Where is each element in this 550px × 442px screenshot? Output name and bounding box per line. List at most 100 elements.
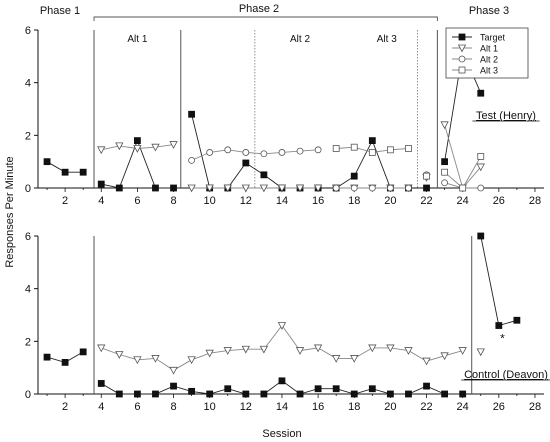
point-target <box>79 348 87 356</box>
point-target <box>314 385 322 393</box>
point-alt-1 <box>440 352 449 361</box>
point-target <box>115 184 123 192</box>
x-tick-label: 4 <box>98 401 104 413</box>
point-alt-1 <box>313 344 323 353</box>
series-line-alt-3 <box>444 156 482 189</box>
point-target <box>61 358 69 366</box>
x-tick-label: 2 <box>62 401 68 413</box>
point-alt-1 <box>223 184 232 193</box>
point-target <box>423 382 430 390</box>
point-target <box>296 390 304 398</box>
x-tick-label: 2 <box>62 195 68 207</box>
point-target <box>350 172 358 180</box>
x-tick-label: 26 <box>493 401 505 413</box>
y-tick-label: 4 <box>25 284 31 296</box>
x-tick-label: 12 <box>240 195 252 207</box>
point-alt-2 <box>405 184 412 192</box>
legend-label: Alt 2 <box>480 55 498 65</box>
x-tick-label: 28 <box>529 401 541 413</box>
condition-label: Alt 3 <box>377 34 397 45</box>
y-tick-label: 6 <box>25 231 31 243</box>
point-alt-1 <box>241 345 250 354</box>
point-target <box>513 316 521 324</box>
point-alt-1 <box>205 349 214 358</box>
point-alt-1 <box>223 347 232 355</box>
point-target <box>459 390 467 398</box>
point-alt-1 <box>332 355 341 363</box>
point-alt-2 <box>332 184 340 192</box>
point-alt-3 <box>477 152 485 160</box>
point-alt-3 <box>386 146 394 154</box>
point-target <box>242 159 250 167</box>
point-alt-2 <box>441 179 449 187</box>
legend-label: Alt 1 <box>480 44 498 54</box>
point-alt-1 <box>259 345 269 354</box>
point-target <box>133 137 141 145</box>
point-target <box>43 158 51 166</box>
series-line-target <box>480 235 518 327</box>
condition-label: Alt 2 <box>290 34 310 45</box>
x-tick-label: 6 <box>134 401 140 413</box>
point-alt-3 <box>441 168 449 176</box>
x-tick-label: 8 <box>170 401 176 413</box>
point-target <box>405 390 412 398</box>
point-alt-2 <box>350 184 358 192</box>
point-target <box>115 390 123 398</box>
x-tick-label: 10 <box>204 195 216 207</box>
point-target <box>332 385 340 393</box>
point-target <box>188 110 196 118</box>
point-alt-1 <box>295 347 305 355</box>
x-tick-label: 22 <box>420 195 432 207</box>
point-target <box>224 385 232 393</box>
point-alt-3 <box>332 145 340 152</box>
point-alt-1 <box>440 121 449 130</box>
point-alt-1 <box>187 184 196 193</box>
point-target <box>79 168 87 176</box>
point-target <box>133 390 141 398</box>
point-target <box>97 180 105 188</box>
x-tick-label: 22 <box>420 401 432 413</box>
point-alt-2 <box>477 184 485 192</box>
point-alt-3 <box>459 184 467 192</box>
x-tick-label: 16 <box>312 195 324 207</box>
point-target <box>260 390 268 398</box>
point-alt-1 <box>422 357 431 366</box>
point-alt-2 <box>386 184 394 192</box>
point-alt-3 <box>350 143 358 151</box>
point-alt-1 <box>386 344 395 353</box>
y-axis-label: Responses Per Minute <box>4 156 16 267</box>
x-tick-label: 20 <box>384 195 396 207</box>
phase-2-bracket <box>93 16 438 21</box>
point-alt-1 <box>151 355 160 363</box>
point-alt-1 <box>295 184 305 193</box>
x-tick-label: 14 <box>276 195 288 207</box>
point-alt-1 <box>259 184 269 193</box>
point-alt-1 <box>169 366 178 375</box>
point-alt-1 <box>277 184 287 193</box>
point-alt-2 <box>206 149 214 156</box>
point-target <box>170 382 177 390</box>
point-target <box>495 322 503 329</box>
point-target <box>97 380 105 387</box>
point-target <box>206 390 214 398</box>
x-tick-label: 20 <box>384 401 396 413</box>
x-tick-label: 14 <box>276 401 288 413</box>
point-alt-1 <box>115 142 124 151</box>
x-tick-label: 4 <box>98 195 104 207</box>
x-tick-label: 8 <box>170 195 176 207</box>
point-target <box>350 390 358 398</box>
point-alt-1 <box>313 184 323 193</box>
y-tick-label: 6 <box>25 25 31 37</box>
point-target <box>278 377 286 385</box>
point-target <box>43 353 51 361</box>
panel-label: Test (Henry) <box>476 110 536 122</box>
point-target <box>152 184 159 192</box>
point-alt-1 <box>115 351 124 359</box>
point-alt-1 <box>404 347 413 355</box>
point-alt-1 <box>241 184 250 193</box>
legend-label: Target <box>480 33 506 43</box>
point-alt-1 <box>368 344 377 353</box>
